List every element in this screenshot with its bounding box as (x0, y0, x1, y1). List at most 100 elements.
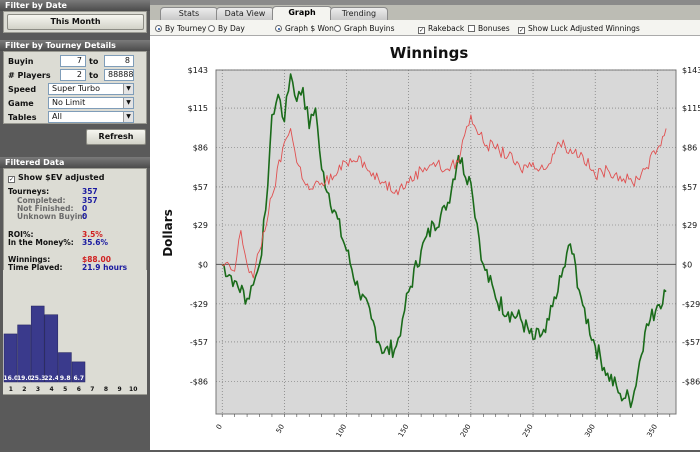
refresh-button[interactable]: Refresh (86, 129, 146, 145)
stat-value: 0 (82, 212, 88, 221)
radio-selected-icon[interactable] (275, 25, 282, 32)
histogram-x-label: 4 (50, 386, 54, 393)
by-tourney-option[interactable]: By Tourney (155, 24, 206, 33)
y-tick-label-right: $115 (682, 104, 700, 113)
histogram-x-label: 10 (129, 386, 137, 393)
buyin-from-field[interactable]: 7 (60, 55, 86, 67)
y-tick-label-right: -$29 (682, 300, 700, 309)
y-tick-label-left: $29 (193, 221, 208, 230)
game-select[interactable]: No Limit ▼ (48, 97, 134, 109)
by-tourney-label: By Tourney (165, 24, 207, 33)
histogram-bar (44, 314, 59, 383)
stat-value: 35.6% (82, 238, 109, 247)
players-from-field[interactable]: 2 (60, 69, 86, 81)
game-select-value: No Limit (52, 98, 86, 107)
histogram-bar (71, 361, 86, 383)
tables-select[interactable]: All ▼ (48, 111, 134, 123)
tab-trending[interactable]: Trending (330, 7, 388, 20)
stat-label: Time Played: (8, 263, 63, 272)
tourney-section-title: Filter by Tourney Details (0, 40, 150, 51)
this-month-button[interactable]: This Month (7, 14, 144, 30)
histogram-x-label: 6 (77, 386, 81, 393)
x-tick-label: 300 (583, 423, 597, 439)
histogram-x-label: 3 (36, 386, 40, 393)
chevron-down-icon[interactable]: ▼ (123, 98, 133, 108)
actual-winnings-line (221, 73, 667, 409)
y-tick-label-right: $57 (682, 183, 697, 192)
tab-data-view[interactable]: Data View (216, 7, 274, 20)
stat-value: 357 (82, 196, 98, 205)
graph-buyins-option[interactable]: Graph Buyins (334, 24, 394, 33)
histogram-value-label: 6.7 (73, 375, 84, 382)
histogram-value-label: 25.3 (31, 375, 46, 382)
buyin-label: Buyin (8, 57, 34, 66)
histogram-x-label: 1 (9, 386, 13, 393)
graph-options-bar: By Tourney By Day Graph $ Won Graph Buyi… (150, 20, 700, 36)
players-to-field[interactable]: 88888 (104, 69, 134, 81)
show-luck-checkbox[interactable]: ✓ (518, 27, 525, 34)
x-tick-label: 0 (215, 423, 224, 431)
stat-value: $88.00 (82, 255, 111, 264)
buyin-to-field[interactable]: 8 (104, 55, 134, 67)
stat-label: ROI%: (8, 230, 34, 239)
y-tick-label-left: $86 (193, 144, 208, 153)
histogram-bar (30, 305, 45, 383)
show-ev-checkbox[interactable]: ✓ (8, 176, 15, 183)
by-day-option[interactable]: By Day (208, 24, 245, 33)
tab-stats[interactable]: Stats (160, 7, 218, 20)
winnings-chart: Winnings Dollars $143 $143 $115 $115 $86 $86 $… (161, 44, 700, 439)
histogram-bar (17, 324, 31, 383)
y-tick-label-left: $143 (188, 66, 208, 75)
chevron-down-icon[interactable]: ▼ (123, 112, 133, 122)
show-luck-label: Show Luck Adjusted Winnings (528, 24, 640, 33)
histogram-value-label: 19.0 (17, 375, 32, 382)
histogram-value-label: 9.8 (60, 375, 71, 382)
x-tick-label: 250 (521, 423, 535, 439)
y-axis-label: Dollars (161, 209, 175, 257)
stat-label: Completed: (17, 196, 66, 205)
stat-label: In the Money%: (8, 238, 74, 247)
show-ev-row: ✓ Show $EV adjusted (8, 173, 104, 183)
y-tick-label-left: -$86 (190, 377, 208, 386)
chevron-down-icon[interactable]: ▼ (123, 84, 133, 94)
tables-label: Tables (8, 113, 37, 122)
radio-selected-icon[interactable] (155, 25, 162, 32)
players-to-label: to (89, 71, 99, 80)
speed-select-value: Super Turbo (52, 84, 100, 93)
y-tick-label-right: -$57 (682, 338, 700, 347)
plot-background (215, 69, 677, 415)
histogram-x-label: 5 (63, 386, 67, 393)
stat-label: Not Finished: (17, 204, 74, 213)
histogram-bar (3, 333, 18, 383)
histogram-x-label: 7 (90, 386, 94, 393)
tables-select-value: All (52, 112, 62, 121)
by-day-label: By Day (218, 24, 245, 33)
buyin-to-label: to (89, 57, 99, 66)
histogram-x-label: 2 (22, 386, 26, 393)
y-tick-label-left: -$57 (190, 338, 208, 347)
rakeback-option[interactable]: ✓ Rakeback (418, 24, 464, 34)
x-tick-label: 150 (397, 423, 411, 439)
speed-label: Speed (8, 85, 37, 94)
show-luck-option[interactable]: ✓ Show Luck Adjusted Winnings (518, 24, 640, 34)
sidebar: Filter by Date This Month Filter by Tour… (0, 0, 150, 450)
luck-adjusted-line (221, 114, 667, 279)
stat-label: Tourneys: (8, 187, 50, 196)
speed-select[interactable]: Super Turbo ▼ (48, 83, 134, 95)
graph-won-option[interactable]: Graph $ Won (275, 24, 334, 33)
bonuses-checkbox[interactable] (468, 25, 475, 32)
tab-bar: Stats Data View Graph Trending (150, 5, 700, 20)
x-tick-label: 50 (275, 423, 286, 435)
y-tick-label-left: $115 (188, 104, 208, 113)
radio-icon[interactable] (334, 25, 341, 32)
x-tick-label: 350 (645, 423, 659, 439)
rakeback-checkbox[interactable]: ✓ (418, 27, 425, 34)
rakeback-label: Rakeback (428, 24, 465, 33)
filtered-section-title: Filtered Data (0, 157, 150, 168)
radio-icon[interactable] (208, 25, 215, 32)
tab-graph[interactable]: Graph (272, 6, 332, 20)
y-tick-label-right: $29 (682, 221, 697, 230)
chart-area: Winnings Dollars $143 $143 $115 $115 $86 $86 $… (150, 36, 700, 450)
top-strip (150, 0, 700, 5)
bonuses-option[interactable]: Bonuses (468, 24, 510, 33)
